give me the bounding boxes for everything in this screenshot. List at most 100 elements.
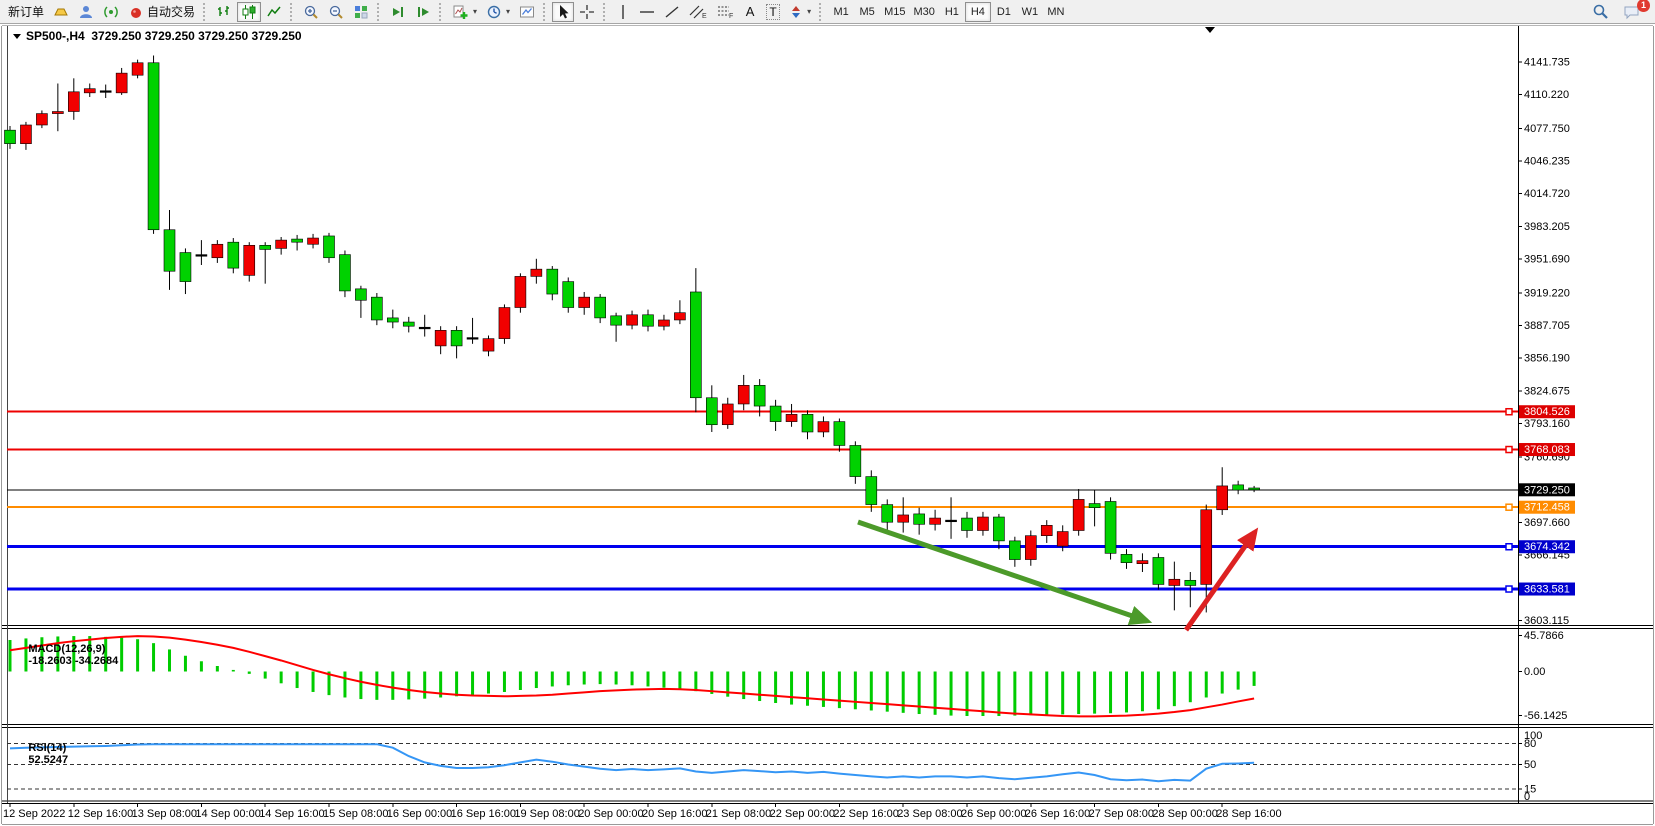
- timeframe-M5[interactable]: M5: [854, 2, 880, 22]
- time-axis-label[interactable]: 16 Sep 16:00: [451, 808, 516, 820]
- time-axis-label[interactable]: 27 Sep 08:00: [1089, 808, 1154, 820]
- candle: [1200, 504, 1213, 613]
- bar-chart-button[interactable]: [212, 2, 236, 22]
- crosshair-tool-button[interactable]: [575, 2, 599, 22]
- text-tool-button[interactable]: A: [739, 2, 761, 22]
- time-axis-label[interactable]: 12 Sep 2022: [3, 808, 65, 820]
- signals-button[interactable]: [99, 2, 123, 22]
- auto-trading-button[interactable]: 自动交易: [124, 2, 199, 22]
- price-badge-label: 3712.458: [1524, 502, 1570, 514]
- channel-tool-button[interactable]: E: [685, 2, 711, 22]
- time-axis-label[interactable]: 22 Sep 16:00: [833, 808, 898, 820]
- time-axis-label[interactable]: 14 Sep 16:00: [259, 808, 324, 820]
- arrows-tool-button[interactable]: ▾: [785, 2, 815, 22]
- toolbar-separator: [377, 2, 382, 21]
- add-indicator-button[interactable]: ▾: [448, 2, 481, 22]
- candle: [1104, 497, 1117, 560]
- macd-values: -18.2603 -34.2684: [28, 655, 119, 667]
- candle: [195, 240, 208, 266]
- community-button[interactable]: [74, 2, 98, 22]
- reversal-arrow[interactable]: [1183, 527, 1259, 632]
- label-tool-glyph: T: [766, 3, 780, 20]
- candle: [658, 314, 670, 331]
- market-button[interactable]: [49, 2, 73, 22]
- chat-button[interactable]: 1: [1619, 0, 1650, 22]
- downtrend-arrow[interactable]: [857, 519, 1153, 625]
- horizontal-line-tool-button[interactable]: [635, 2, 659, 22]
- time-axis-label[interactable]: 28 Sep 00:00: [1152, 808, 1217, 820]
- auto-scroll-button[interactable]: [386, 2, 410, 22]
- tile-windows-button[interactable]: [349, 2, 373, 22]
- price-axis-label: 3603.115: [1524, 615, 1569, 627]
- hline-marker[interactable]: [1505, 585, 1513, 593]
- timeframe-H4[interactable]: H4: [964, 1, 991, 22]
- zoom-in-button[interactable]: [299, 2, 323, 22]
- text-label-tool-button[interactable]: T: [762, 2, 784, 22]
- line-chart-button[interactable]: [262, 2, 286, 22]
- toolbar: 新订单 自动交易: [0, 0, 1655, 24]
- time-axis[interactable]: [2, 803, 1518, 825]
- vertical-line-tool-button[interactable]: [612, 2, 634, 22]
- candlestick-chart-button[interactable]: [237, 1, 262, 22]
- candle: [434, 326, 447, 355]
- fibonacci-tool-button[interactable]: F: [712, 2, 738, 22]
- time-axis-label[interactable]: 12 Sep 16:00: [68, 808, 133, 820]
- candle: [594, 294, 606, 324]
- time-axis-label[interactable]: 22 Sep 00:00: [770, 808, 835, 820]
- hline-marker[interactable]: [1505, 542, 1513, 551]
- hline-marker[interactable]: [1505, 407, 1513, 416]
- macd-signal-line: [9, 635, 1255, 718]
- time-axis-label[interactable]: 28 Sep 16:00: [1216, 808, 1281, 820]
- time-axis-label[interactable]: 21 Sep 08:00: [706, 808, 771, 820]
- zoom-out-button[interactable]: [324, 2, 348, 22]
- candle: [1009, 536, 1021, 567]
- timeframe-H1[interactable]: H1: [939, 2, 965, 22]
- timeframe-M30[interactable]: M30: [909, 2, 938, 22]
- chart-window: 4141.735 4110.220 4077.750 4046.235 4014.720…: [0, 24, 1655, 826]
- broadcast-icon: [104, 5, 118, 18]
- macd-name: MACD(12,26,9): [28, 643, 106, 655]
- auto-trading-label: 自动交易: [147, 5, 196, 19]
- candle: [307, 233, 319, 249]
- timeframe-D1[interactable]: D1: [991, 2, 1017, 22]
- shift-marker[interactable]: [1205, 27, 1215, 33]
- time-axis-label[interactable]: 23 Sep 08:00: [897, 808, 962, 820]
- price-axis[interactable]: [1519, 26, 1654, 803]
- trendline-tool-button[interactable]: [660, 2, 684, 22]
- time-axis-label[interactable]: 19 Sep 08:00: [514, 808, 579, 820]
- candle: [801, 410, 814, 440]
- new-order-button[interactable]: 新订单: [4, 2, 48, 22]
- chart-canvas[interactable]: 4141.735 4110.220 4077.750 4046.235 4014.720…: [0, 24, 1655, 826]
- notification-badge: 1: [1637, 0, 1650, 12]
- candle: [418, 314, 431, 337]
- period-button[interactable]: ▾: [482, 2, 514, 22]
- candle: [179, 248, 192, 295]
- candle: [83, 83, 96, 97]
- timeframe-M15[interactable]: M15: [880, 2, 909, 22]
- candle: [961, 511, 973, 538]
- time-axis-label[interactable]: 15 Sep 08:00: [323, 808, 388, 820]
- hline-marker[interactable]: [1505, 503, 1513, 511]
- chart-shift-button[interactable]: [411, 2, 435, 22]
- chart-title[interactable]: SP500-,H4 3729.250 3729.250 3729.250 372…: [13, 29, 302, 43]
- symbol-dropdown-icon[interactable]: [13, 33, 21, 39]
- time-axis-label[interactable]: 20 Sep 00:00: [578, 808, 643, 820]
- timeframe-M1[interactable]: M1: [828, 2, 854, 22]
- time-axis-label[interactable]: 14 Sep 00:00: [195, 808, 260, 820]
- price-badge: [1519, 443, 1575, 457]
- timeframe-W1[interactable]: W1: [1017, 2, 1043, 22]
- time-axis-label[interactable]: 13 Sep 08:00: [132, 808, 197, 820]
- template-button[interactable]: [515, 2, 539, 22]
- search-button[interactable]: [1588, 2, 1613, 22]
- time-axis-label[interactable]: 26 Sep 00:00: [961, 808, 1026, 820]
- candle: [705, 385, 718, 432]
- timeframe-MN[interactable]: MN: [1043, 2, 1069, 22]
- time-axis-label[interactable]: 20 Sep 16:00: [642, 808, 707, 820]
- candle: [402, 316, 415, 333]
- arrows-icon: [792, 5, 801, 18]
- time-axis-label[interactable]: 26 Sep 16:00: [1025, 808, 1090, 820]
- hline-marker[interactable]: [1505, 445, 1513, 454]
- price-badge-label: 3804.526: [1524, 406, 1570, 418]
- time-axis-label[interactable]: 16 Sep 00:00: [387, 808, 452, 820]
- cursor-tool-button[interactable]: [552, 1, 575, 22]
